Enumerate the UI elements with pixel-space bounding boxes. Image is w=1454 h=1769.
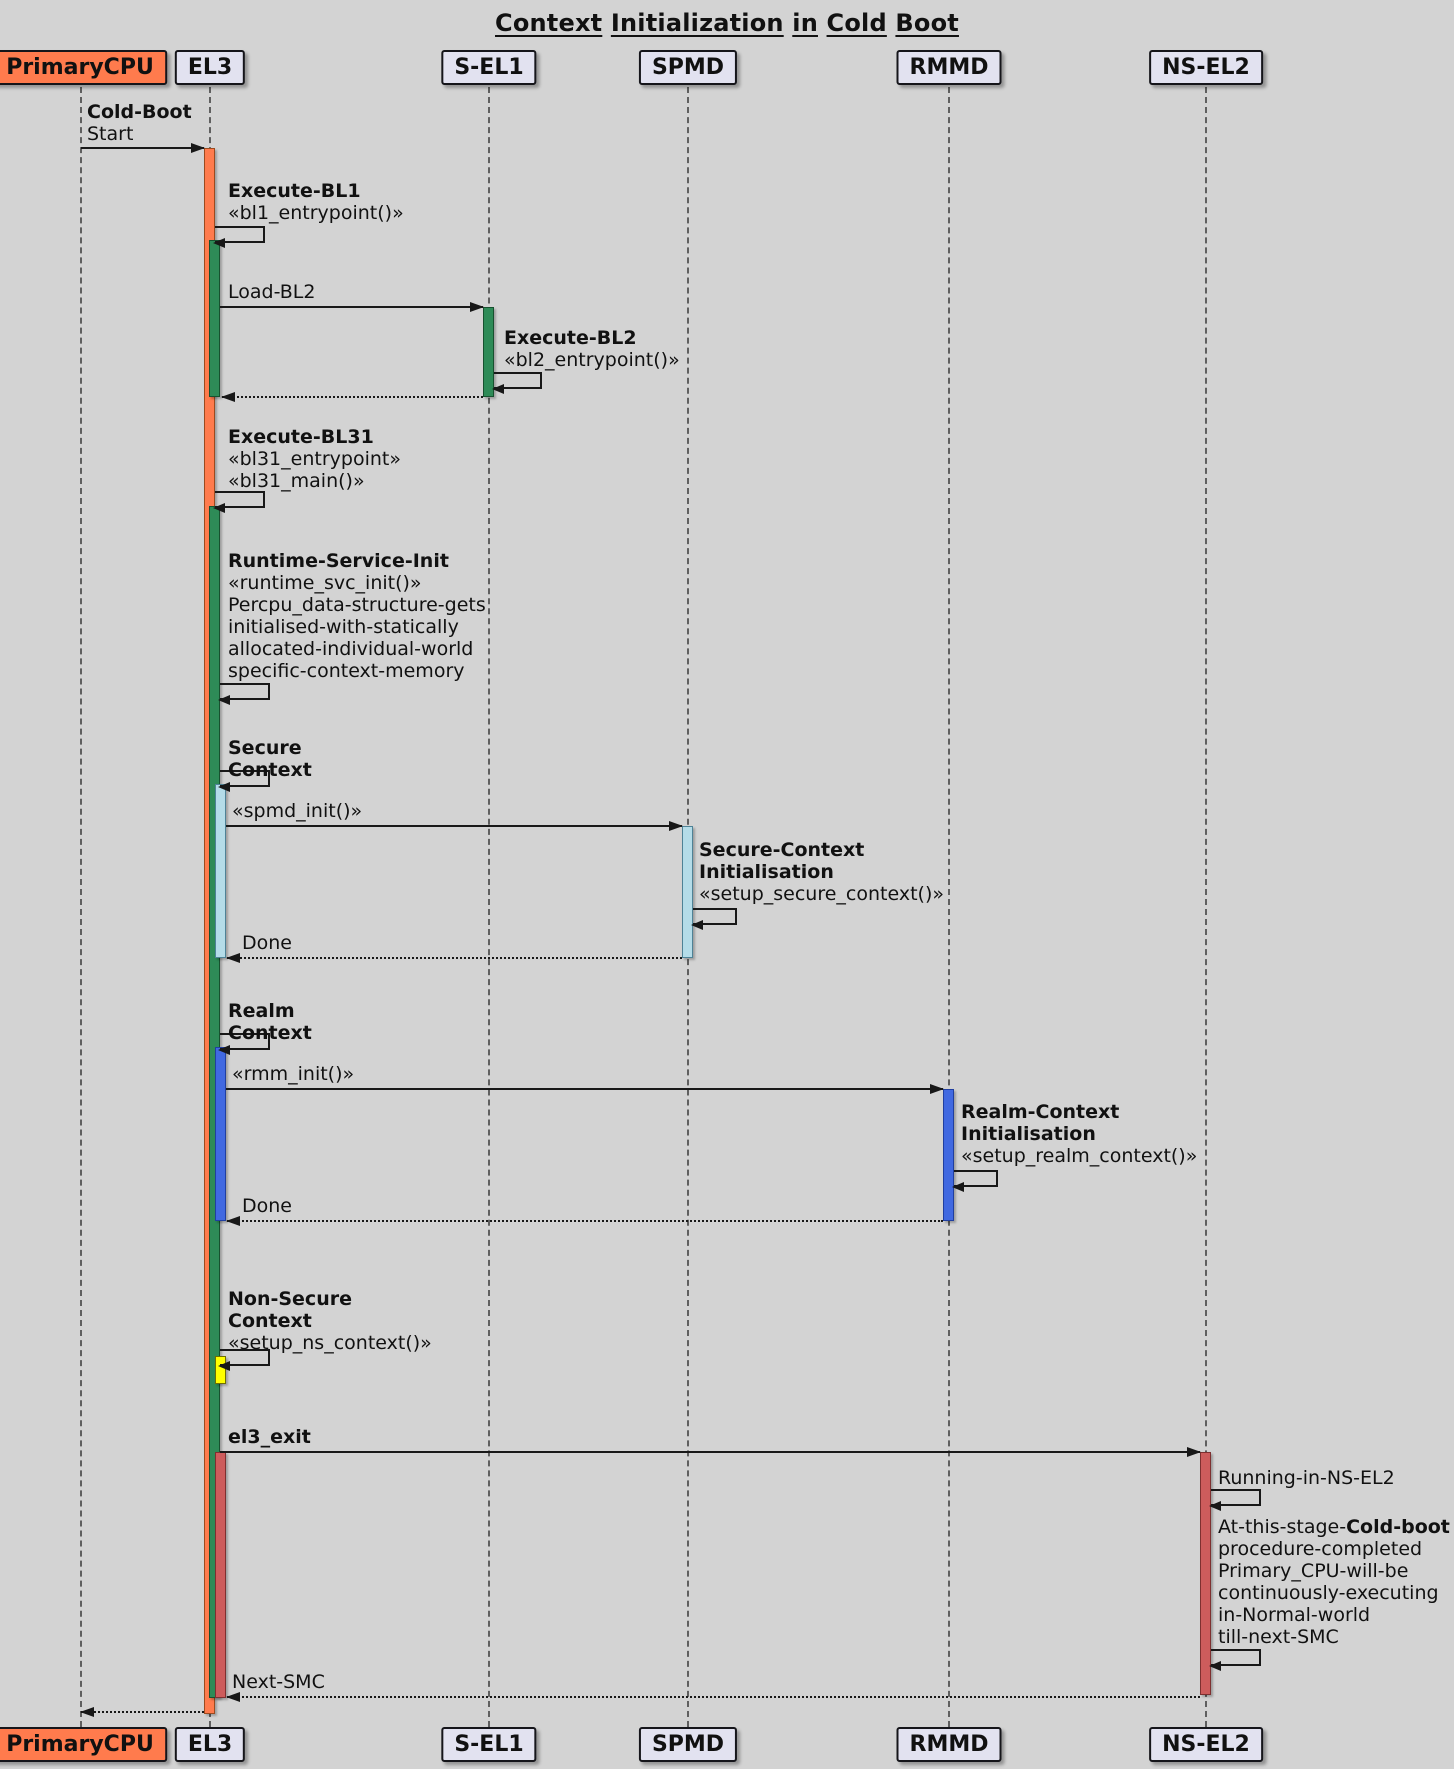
- participant-bottom-el3: EL3: [174, 1727, 246, 1762]
- arrowhead: [218, 1360, 230, 1371]
- label-next-smc: Next-SMC: [232, 1671, 325, 1693]
- arrowhead: [80, 1706, 94, 1717]
- arrowhead: [492, 383, 504, 394]
- label-load-bl2: Load-BL2: [228, 281, 316, 303]
- participant-bottom-primarycpu: PrimaryCPU: [0, 1727, 167, 1762]
- return-arrow-done-realm: [226, 1215, 943, 1226]
- arrowhead: [470, 301, 484, 312]
- label-done-realm: Done: [242, 1195, 292, 1217]
- arrowhead: [1187, 1446, 1201, 1457]
- lifeline-primarycpu: [80, 87, 82, 1727]
- self-arrow-realm-context-init: [952, 1170, 998, 1192]
- self-arrow-execute-bl1: [213, 226, 265, 248]
- label-execute-bl2: Execute-BL2 «bl2_entrypoint()»: [504, 327, 680, 371]
- lifeline-rmmd: [948, 87, 950, 1727]
- participant-bottom-rmmd: RMMD: [896, 1727, 1002, 1762]
- self-arrow-realm-context: [218, 1033, 270, 1055]
- label-secure-context-init: Secure-Context Initialisation «setup_sec…: [699, 839, 944, 905]
- message-arrow-el3-exit: [220, 1446, 1201, 1457]
- label-cold-boot: Cold-Boot Start: [87, 101, 192, 145]
- participant-bottom-spmd: SPMD: [638, 1727, 738, 1762]
- label-execute-bl1: Execute-BL1 «bl1_entrypoint()»: [228, 180, 404, 224]
- self-arrow-execute-bl2: [492, 372, 542, 394]
- arrowhead: [691, 919, 703, 930]
- label-cold-boot-note: At-this-stage-Cold-boot procedure-comple…: [1218, 1516, 1450, 1648]
- label-realm-context: Realm Context: [228, 1000, 312, 1044]
- arrowhead: [213, 237, 225, 248]
- self-arrow-cold-boot-note: [1209, 1649, 1261, 1671]
- label-spmd-init: «spmd_init()»: [232, 800, 363, 822]
- arrowhead: [930, 1083, 944, 1094]
- arrowhead: [226, 1215, 240, 1226]
- arrowhead: [952, 1181, 964, 1192]
- message-arrow-cold-boot: [81, 142, 205, 153]
- message-arrow-spmd-init: [226, 820, 683, 831]
- return-arrow-bl2-done: [221, 391, 483, 402]
- activation-el3-secure: [215, 784, 226, 958]
- self-arrow-running-in-ns-el2: [1209, 1489, 1261, 1511]
- arrowhead: [221, 391, 235, 402]
- return-arrow-to-primarycpu: [80, 1706, 204, 1717]
- label-non-secure-context: Non-Secure Context «setup_ns_context()»: [228, 1288, 432, 1354]
- participant-bottom-s-el1: S-EL1: [441, 1727, 537, 1762]
- activation-rmmd: [943, 1089, 954, 1221]
- label-realm-context-init: Realm-Context Initialisation «setup_real…: [961, 1101, 1198, 1167]
- arrowhead: [226, 952, 240, 963]
- participant-top-s-el1: S-EL1: [441, 50, 537, 85]
- participant-top-ns-el2: NS-EL2: [1149, 50, 1263, 85]
- arrowhead: [213, 502, 225, 513]
- self-arrow-secure-context-init: [691, 908, 737, 930]
- arrowhead: [669, 820, 683, 831]
- participant-top-primarycpu: PrimaryCPU: [0, 50, 167, 85]
- activation-el3-exit: [215, 1452, 226, 1698]
- participant-bottom-ns-el2: NS-EL2: [1149, 1727, 1263, 1762]
- arrowhead: [1209, 1660, 1221, 1671]
- participant-top-el3: EL3: [174, 50, 246, 85]
- label-execute-bl31: Execute-BL31 «bl31_entrypoint» «bl31_mai…: [228, 426, 401, 492]
- activation-el3-realm: [215, 1047, 226, 1221]
- self-arrow-non-secure-context: [218, 1349, 270, 1371]
- arrowhead: [1209, 1500, 1221, 1511]
- participant-top-rmmd: RMMD: [896, 50, 1002, 85]
- message-arrow-load-bl2: [220, 301, 484, 312]
- label-done-secure: Done: [242, 932, 292, 954]
- diagram-title: Context Initialization in Cold Boot: [495, 9, 959, 37]
- arrowhead: [226, 1691, 240, 1702]
- self-arrow-execute-bl31: [213, 491, 265, 513]
- return-arrow-next-smc: [226, 1691, 1200, 1702]
- self-arrow-runtime-service-init: [218, 683, 270, 705]
- lifeline-ns-el2: [1205, 87, 1207, 1727]
- label-rmm-init: «rmm_init()»: [232, 1063, 355, 1085]
- activation-s-el1: [483, 307, 494, 397]
- lifeline-s-el1: [488, 87, 490, 1727]
- label-running-in-ns-el2: Running-in-NS-EL2: [1218, 1467, 1395, 1489]
- arrowhead: [191, 142, 205, 153]
- self-arrow-secure-context: [218, 770, 270, 792]
- message-arrow-rmm-init: [226, 1083, 944, 1094]
- activation-el3-green-bl1: [209, 240, 220, 397]
- arrowhead: [218, 781, 230, 792]
- label-el3-exit: el3_exit: [228, 1426, 311, 1448]
- activation-ns-el2: [1200, 1452, 1211, 1695]
- participant-top-spmd: SPMD: [638, 50, 738, 85]
- label-secure-context: Secure Context: [228, 737, 312, 781]
- label-runtime-service-init: Runtime-Service-Init «runtime_svc_init()…: [228, 550, 486, 682]
- arrowhead: [218, 694, 230, 705]
- return-arrow-done-secure: [226, 952, 682, 963]
- activation-spmd: [682, 826, 693, 958]
- arrowhead: [218, 1044, 230, 1055]
